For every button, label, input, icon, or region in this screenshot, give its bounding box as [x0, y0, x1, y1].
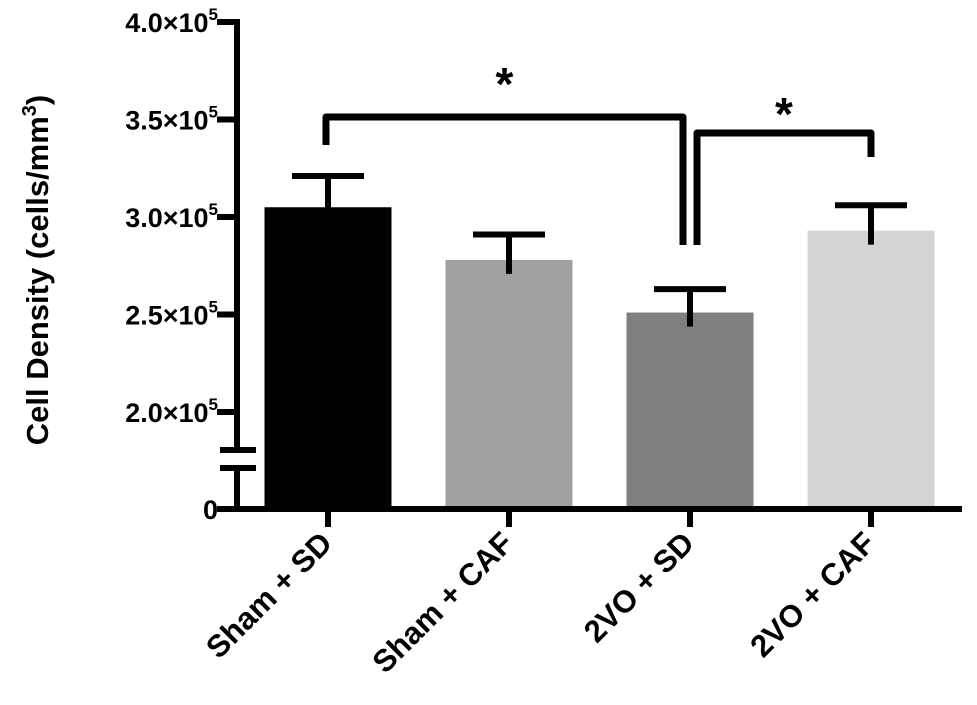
y-tick-label-exponent-4: 5: [209, 298, 218, 317]
significance-star-2: *: [775, 88, 793, 140]
x-ticks-group: Sham + SD Sham + CAF 2VO + SD 2VO + CAF: [199, 509, 882, 680]
y-axis-title: Cell Density (cells/mm3): [19, 95, 55, 446]
significance-group: **: [322, 58, 875, 245]
y-tick-label-exponent-5: 5: [209, 395, 218, 414]
y-tick-label-exponent-1: 5: [209, 5, 218, 24]
bar-3: [626, 312, 754, 509]
y-tick-label-1: 4.0×105: [125, 5, 218, 38]
y-tick-label-2: 3.5×105: [125, 103, 218, 136]
y-tick-label-base-1: 4.0×10: [125, 8, 208, 38]
bar-1: [264, 207, 392, 509]
axes-group: [220, 19, 962, 512]
y-tick-label-base-4: 2.5×10: [125, 301, 208, 331]
y-tick-label-exponent-2: 5: [209, 103, 218, 122]
y-tick-label-base-5: 2.0×10: [125, 398, 208, 428]
x-category-label-1: Sham + SD: [199, 525, 339, 665]
significance-bracket-1: [322, 113, 687, 245]
y-tick-label-zero: 0: [203, 495, 218, 525]
y-tick-label-exponent-3: 5: [209, 200, 218, 219]
y-tick-label-base-2: 3.5×10: [125, 106, 208, 136]
y-axis-title-main: Cell Density (cells/mm: [20, 116, 55, 445]
axis-break-gap: [231, 453, 243, 465]
bar-4: [807, 230, 935, 509]
x-category-label-3: 2VO + SD: [577, 525, 701, 649]
y-tick-label-base-3: 3.0×10: [125, 203, 208, 233]
bar-2: [445, 259, 573, 509]
y-tick-label-5: 2.0×105: [125, 395, 218, 428]
significance-bracket-2: [693, 129, 875, 245]
y-tick-label-3: 3.0×105: [125, 200, 218, 233]
x-category-label-2: Sham + CAF: [365, 525, 519, 679]
y-tick-label-4: 2.5×105: [125, 298, 218, 331]
error-bars-group: [292, 173, 907, 327]
y-axis-title-superscript: 3: [19, 105, 41, 116]
significance-star-1: *: [496, 58, 514, 110]
bars-group: [264, 207, 935, 509]
x-category-label-4: 2VO + CAF: [743, 525, 882, 664]
y-axis-title-close: ): [20, 95, 55, 105]
